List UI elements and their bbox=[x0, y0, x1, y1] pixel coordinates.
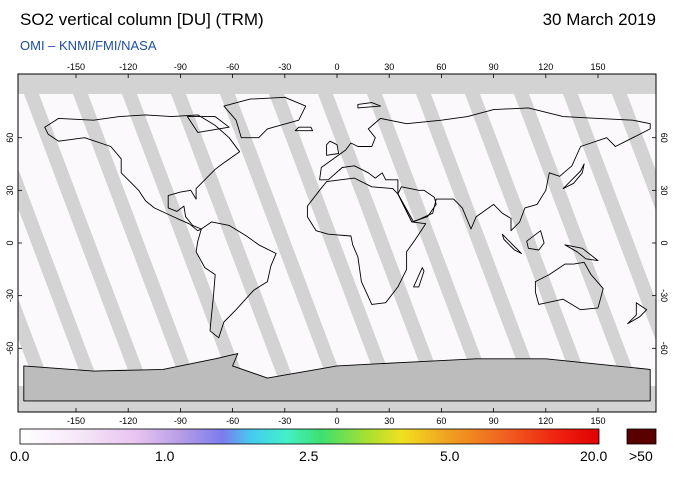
lon-tick-label-bottom: 0 bbox=[334, 416, 339, 426]
map-title: SO2 vertical column [DU] (TRM) bbox=[20, 10, 264, 29]
land-madagascar bbox=[413, 267, 425, 288]
lon-tick-label-top: 0 bbox=[334, 62, 339, 72]
swath-band bbox=[431, 94, 575, 386]
lon-tick-label-top: -90 bbox=[174, 62, 187, 72]
colorbar-overflow-swatch bbox=[626, 428, 657, 445]
land-iceland bbox=[294, 126, 314, 132]
swath-band bbox=[333, 94, 477, 386]
colorbar-label-3: 5.0 bbox=[440, 448, 460, 464]
lat-tick-label-right: 30 bbox=[659, 185, 669, 195]
lon-tick-label-bottom: -150 bbox=[67, 416, 85, 426]
colorbar-overflow-label: >50 bbox=[629, 448, 653, 464]
swath-band bbox=[382, 94, 526, 386]
land-greenland bbox=[223, 96, 307, 139]
lon-tick-label-top: -60 bbox=[226, 62, 239, 72]
swath-band bbox=[18, 208, 85, 386]
swath-band bbox=[578, 94, 656, 302]
lat-tick-label-left: 60 bbox=[5, 133, 15, 143]
lon-tick-label-bottom: -120 bbox=[119, 416, 137, 426]
land-new-zealand bbox=[627, 302, 648, 325]
lat-tick-label-right: 60 bbox=[659, 133, 669, 143]
swath-band bbox=[88, 94, 232, 386]
land-australia bbox=[534, 261, 604, 311]
lon-tick-label-top: 120 bbox=[538, 62, 553, 72]
land-mass bbox=[23, 96, 651, 402]
land-new-guinea bbox=[564, 244, 599, 262]
lon-tick-label-top: -150 bbox=[67, 62, 85, 72]
lat-tick-label-left: 0 bbox=[5, 240, 15, 245]
land-south-america bbox=[195, 221, 277, 339]
longitude-ticks-bottom: -150 -120 -90 -60 -30 0 30 60 90 120 150 bbox=[67, 408, 606, 426]
swath-band bbox=[137, 94, 281, 386]
satellite-swaths bbox=[18, 94, 656, 386]
land-svalbard bbox=[357, 102, 381, 109]
land-uk bbox=[326, 140, 340, 156]
colorbar-label-4: 20.0 bbox=[580, 448, 608, 464]
land-baffin bbox=[186, 116, 230, 133]
lon-tick-label-bottom: 150 bbox=[590, 416, 605, 426]
swath-band bbox=[529, 94, 656, 386]
lon-tick-label-bottom: -60 bbox=[226, 416, 239, 426]
lat-tick-label-right: -60 bbox=[659, 342, 669, 355]
colorbar-label-1: 1.0 bbox=[155, 448, 175, 464]
lon-tick-label-top: 60 bbox=[436, 62, 446, 72]
lat-tick-label-right: 0 bbox=[659, 240, 669, 245]
colorbar-label-2: 2.5 bbox=[299, 448, 319, 464]
swath-band bbox=[186, 94, 330, 386]
land-sumatra bbox=[501, 233, 522, 254]
lat-tick-label-left: 30 bbox=[5, 185, 15, 195]
lon-tick-label-bottom: 90 bbox=[489, 416, 499, 426]
swath-band bbox=[284, 94, 428, 386]
colorbar-gradient bbox=[19, 428, 600, 445]
swath-band bbox=[39, 94, 183, 386]
lat-tick-label-left: -60 bbox=[5, 342, 15, 355]
latitude-ticks-right: 60 30 0 -30 -60 bbox=[652, 133, 669, 355]
lon-tick-label-top: -120 bbox=[119, 62, 137, 72]
land-antarctica bbox=[23, 353, 651, 402]
lon-tick-label-bottom: -30 bbox=[278, 416, 291, 426]
swath-band bbox=[18, 94, 134, 386]
lon-tick-label-bottom: -90 bbox=[174, 416, 187, 426]
lon-tick-label-top: 30 bbox=[384, 62, 394, 72]
land-arabia bbox=[397, 186, 437, 223]
data-credit: OMI – KNMI/FMI/NASA bbox=[20, 38, 157, 53]
colorbar-label-0: 0.0 bbox=[10, 448, 30, 464]
land-japan bbox=[562, 163, 585, 190]
lon-tick-label-top: 90 bbox=[489, 62, 499, 72]
longitude-ticks-top: -150 -120 -90 -60 -30 0 30 60 90 120 150 bbox=[67, 62, 606, 78]
land-borneo bbox=[526, 230, 545, 251]
land-eurasia bbox=[319, 107, 651, 232]
lon-tick-label-bottom: 120 bbox=[538, 416, 553, 426]
map-date: 30 March 2019 bbox=[542, 10, 656, 29]
lon-tick-label-top: -30 bbox=[278, 62, 291, 72]
latitude-ticks-left: 60 30 0 -30 -60 bbox=[5, 133, 22, 355]
lon-tick-label-bottom: 30 bbox=[384, 416, 394, 426]
lat-tick-label-left: -30 bbox=[5, 289, 15, 302]
swath-band bbox=[235, 94, 379, 386]
swath-band bbox=[627, 94, 656, 171]
lon-tick-label-top: 150 bbox=[590, 62, 605, 72]
lon-tick-label-bottom: 60 bbox=[436, 416, 446, 426]
land-africa bbox=[306, 177, 427, 305]
lat-tick-label-right: -30 bbox=[659, 289, 669, 302]
swath-band bbox=[480, 94, 624, 386]
swath-band bbox=[18, 338, 36, 386]
